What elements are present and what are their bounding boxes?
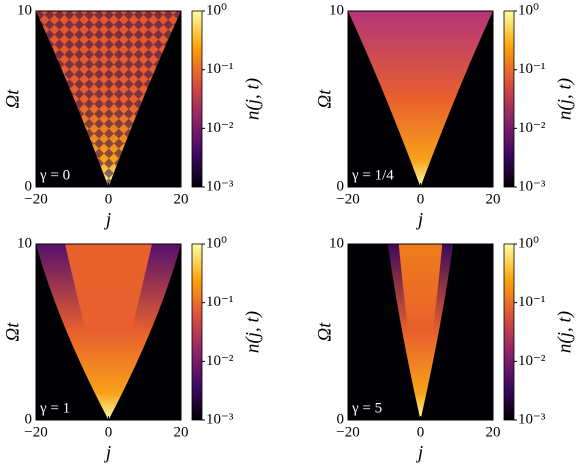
y-tick-label: 10 — [17, 235, 32, 251]
colorbar — [191, 10, 203, 188]
heatmap — [348, 244, 493, 420]
density-cone — [398, 244, 443, 420]
y-tick-label: 0 — [25, 411, 33, 427]
colorbar-tick-label: 10⁻³ — [206, 178, 234, 194]
colorbar-tick-label: 10⁰ — [206, 235, 227, 251]
x-tick-label: −20 — [336, 191, 359, 207]
colorbar-tick-label: 10⁻² — [206, 353, 234, 369]
colorbar-tick-label: 10⁻¹ — [518, 61, 545, 77]
heatmap — [36, 244, 181, 420]
colorbar-tick-label: 10⁰ — [518, 235, 539, 251]
colorbar-label: n(j, t) — [554, 311, 575, 353]
x-tick-label: −20 — [336, 424, 359, 440]
heatmap — [348, 11, 493, 187]
x-axis-label: j — [103, 442, 111, 463]
y-axis-label: Ωt — [314, 89, 335, 109]
x-tick-label: 20 — [486, 191, 501, 207]
colorbar-tick-label: 10⁰ — [518, 2, 539, 18]
y-tick-label: 0 — [337, 178, 345, 194]
y-tick-label: 10 — [17, 2, 32, 18]
colorbar-label: n(j, t) — [242, 78, 263, 120]
x-tick-label: −20 — [24, 191, 47, 207]
y-axis-label: Ωt — [2, 322, 23, 342]
x-axis-label: j — [103, 209, 111, 230]
x-axis-label: j — [415, 209, 423, 230]
annotation: γ = 1/4 — [351, 167, 394, 183]
colorbar — [503, 243, 515, 421]
y-tick-label: 0 — [25, 178, 33, 194]
colorbar-label: n(j, t) — [242, 311, 263, 353]
annotation: γ = 5 — [351, 400, 382, 416]
colorbar-tick-label: 10⁻³ — [206, 411, 234, 427]
y-tick-label: 10 — [329, 2, 344, 18]
x-tick-label: 0 — [105, 191, 113, 207]
density-cone — [348, 11, 493, 187]
x-tick-label: 0 — [417, 191, 425, 207]
y-axis-label: Ωt — [2, 89, 23, 109]
colorbar-tick-label: 10⁻¹ — [518, 294, 545, 310]
interference — [36, 11, 181, 187]
x-tick-label: 20 — [174, 424, 189, 440]
colorbar-tick-label: 10⁻¹ — [206, 294, 233, 310]
y-tick-label: 0 — [337, 411, 345, 427]
colorbar-tick-label: 10⁻³ — [518, 178, 546, 194]
x-tick-label: 20 — [174, 191, 189, 207]
colorbar — [191, 243, 203, 421]
y-axis-label: Ωt — [314, 322, 335, 342]
colorbar-tick-label: 10⁻² — [518, 120, 546, 136]
y-tick-label: 10 — [329, 235, 344, 251]
colorbar-label: n(j, t) — [554, 78, 575, 120]
density-cone — [65, 244, 152, 420]
x-tick-label: 20 — [486, 424, 501, 440]
colorbar-tick-label: 10⁻¹ — [206, 61, 233, 77]
x-tick-label: 0 — [417, 424, 425, 440]
x-axis-label: j — [415, 442, 423, 463]
colorbar — [503, 10, 515, 188]
x-tick-label: −20 — [24, 424, 47, 440]
colorbar-tick-label: 10⁰ — [206, 2, 227, 18]
colorbar-tick-label: 10⁻² — [518, 353, 546, 369]
annotation: γ = 1 — [39, 400, 70, 416]
colorbar-tick-label: 10⁻² — [206, 120, 234, 136]
annotation: γ = 0 — [39, 167, 70, 183]
colorbar-tick-label: 10⁻³ — [518, 411, 546, 427]
x-tick-label: 0 — [105, 424, 113, 440]
heatmap — [36, 11, 181, 187]
